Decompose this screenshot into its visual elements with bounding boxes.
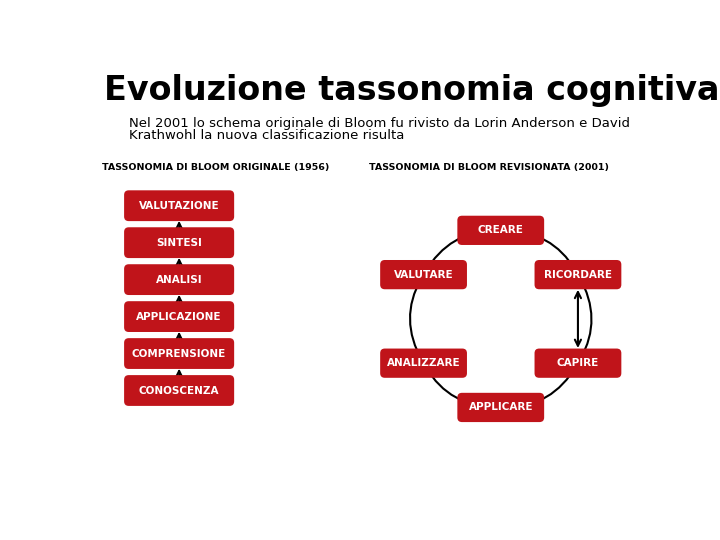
Text: TASSONOMIA DI BLOOM ORIGINALE (1956): TASSONOMIA DI BLOOM ORIGINALE (1956) [102, 164, 329, 172]
Text: CONOSCENZA: CONOSCENZA [139, 386, 220, 395]
FancyBboxPatch shape [380, 260, 467, 289]
FancyBboxPatch shape [457, 215, 544, 245]
FancyBboxPatch shape [124, 264, 234, 295]
Text: APPLICARE: APPLICARE [469, 402, 533, 413]
Text: CAPIRE: CAPIRE [557, 358, 599, 368]
FancyBboxPatch shape [124, 227, 234, 258]
Text: Evoluzione tassonomia cognitiva di bloom: Evoluzione tassonomia cognitiva di bloom [104, 74, 720, 107]
Text: Nel 2001 lo schema originale di Bloom fu rivisto da Lorin Anderson e David: Nel 2001 lo schema originale di Bloom fu… [129, 117, 630, 130]
FancyBboxPatch shape [380, 348, 467, 378]
FancyBboxPatch shape [124, 375, 234, 406]
Text: ANALIZZARE: ANALIZZARE [387, 358, 460, 368]
FancyBboxPatch shape [534, 348, 621, 378]
Text: CREARE: CREARE [478, 225, 523, 235]
Text: Krathwohl la nuova classificazione risulta: Krathwohl la nuova classificazione risul… [129, 130, 404, 143]
FancyBboxPatch shape [124, 301, 234, 332]
FancyBboxPatch shape [124, 190, 234, 221]
Text: SINTESI: SINTESI [156, 238, 202, 248]
Text: TASSONOMIA DI BLOOM REVISIONATA (2001): TASSONOMIA DI BLOOM REVISIONATA (2001) [369, 164, 609, 172]
FancyBboxPatch shape [124, 338, 234, 369]
Text: COMPRENSIONE: COMPRENSIONE [132, 348, 226, 359]
FancyBboxPatch shape [534, 260, 621, 289]
FancyBboxPatch shape [457, 393, 544, 422]
Text: RICORDARE: RICORDARE [544, 269, 612, 280]
Text: APPLICAZIONE: APPLICAZIONE [136, 312, 222, 322]
Text: ANALISI: ANALISI [156, 275, 202, 285]
Text: VALUTAZIONE: VALUTAZIONE [139, 201, 220, 211]
Text: VALUTARE: VALUTARE [394, 269, 454, 280]
